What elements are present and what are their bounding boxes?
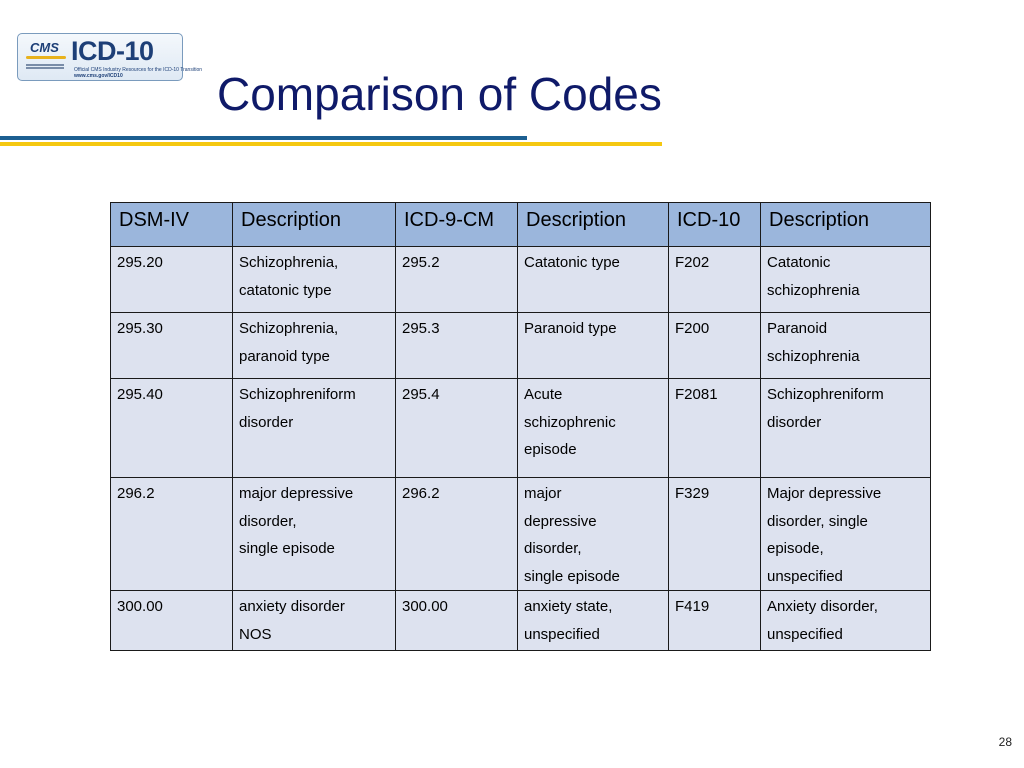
description-line: single episode xyxy=(239,540,335,557)
logo-url: www.cms.gov/ICD10 xyxy=(74,73,123,79)
header-icd9-description: Description xyxy=(517,202,669,247)
header-dsm-description: Description xyxy=(232,202,396,247)
table-header-row: DSM-IV Description ICD-9-CM Description … xyxy=(110,202,931,247)
description-line: paranoid type xyxy=(239,347,330,365)
table-row: 300.00 anxiety disorder NOS 300.00 anxiet… xyxy=(110,590,931,651)
code-comparison-table: DSM-IV Description ICD-9-CM Description … xyxy=(110,202,931,651)
description-line: catatonic type xyxy=(239,281,332,299)
table-row: 295.40 Schizophreniform disorder 295.4 Ac… xyxy=(110,378,931,478)
table-row: 296.2 major depressive disorder, single ep… xyxy=(110,477,931,591)
description-line: disorder, xyxy=(524,540,582,557)
description-line: NOS xyxy=(239,625,272,643)
description-line: unspecified xyxy=(767,625,843,643)
title-rule-blue xyxy=(0,136,527,140)
description-line: Schizophreniform xyxy=(767,386,884,403)
icd10-code-cell: F419 xyxy=(668,590,761,651)
icd9-code-cell: 295.2 xyxy=(395,246,518,313)
dsm-code-cell: 295.40 xyxy=(110,378,233,478)
description-line: Paranoid type xyxy=(524,320,617,337)
description-line: Schizophrenia, xyxy=(239,320,339,337)
description-line: Paranoid xyxy=(767,320,828,337)
title-rule-yellow xyxy=(0,142,662,146)
dsm-description-cell: major depressive disorder, single episode xyxy=(232,477,396,591)
header-dsm-iv: DSM-IV xyxy=(110,202,233,247)
icd10-code-cell: F200 xyxy=(668,312,761,379)
dsm-description-cell: Schizophrenia, paranoid type xyxy=(232,312,396,379)
description-line: schizophrenia xyxy=(767,281,860,299)
icd10-code-cell: F202 xyxy=(668,246,761,313)
icd10-description-cell: Paranoid schizophrenia xyxy=(760,312,931,379)
table-row: 295.20 Schizophrenia, catatonic type 295.… xyxy=(110,246,931,313)
table-row: 295.30 Schizophrenia, paranoid type 295.3… xyxy=(110,312,931,379)
description-line: anxiety disorder xyxy=(239,598,345,615)
description-line: unspecified xyxy=(767,567,843,585)
description-line: major xyxy=(524,485,562,502)
icd9-code-cell: 295.4 xyxy=(395,378,518,478)
description-line: Acute xyxy=(524,386,563,403)
description-line: Schizophreniform xyxy=(239,386,356,403)
description-line: depressive xyxy=(524,512,597,530)
dsm-code-cell: 300.00 xyxy=(110,590,233,651)
header-icd10: ICD-10 xyxy=(668,202,761,247)
icd9-description-cell: major depressive disorder, single episode xyxy=(517,477,669,591)
dsm-description-cell: anxiety disorder NOS xyxy=(232,590,396,651)
icd9-description-cell: Acute schizophrenic episode xyxy=(517,378,669,478)
description-line: episode, xyxy=(767,540,824,557)
description-line: disorder, xyxy=(239,512,297,530)
icd10-description-cell: Schizophreniform disorder xyxy=(760,378,931,478)
slide-title: Comparison of Codes xyxy=(217,68,662,120)
dsm-description-cell: Schizophreniform disorder xyxy=(232,378,396,478)
description-line: major depressive xyxy=(239,485,354,502)
cms-swoosh-icon xyxy=(26,56,66,59)
description-line: episode xyxy=(524,441,577,458)
icd10-description-cell: Anxiety disorder, unspecified xyxy=(760,590,931,651)
header-icd10-description: Description xyxy=(760,202,931,247)
dsm-description-cell: Schizophrenia, catatonic type xyxy=(232,246,396,313)
description-line: schizophrenia xyxy=(767,347,860,365)
header-icd9-cm: ICD-9-CM xyxy=(395,202,518,247)
icd9-code-cell: 296.2 xyxy=(395,477,518,591)
icd10-code-cell: F329 xyxy=(668,477,761,591)
description-line: Catatonic type xyxy=(524,254,620,271)
description-line: anxiety state, xyxy=(524,598,613,615)
icd9-description-cell: Catatonic type xyxy=(517,246,669,313)
icd10-description-cell: Catatonic schizophrenia xyxy=(760,246,931,313)
dsm-code-cell: 295.30 xyxy=(110,312,233,379)
logo-tagline: Official CMS Industry Resources for the … xyxy=(74,67,203,73)
description-line: unspecified xyxy=(524,625,600,643)
icd9-description-cell: Paranoid type xyxy=(517,312,669,379)
icd9-code-cell: 295.3 xyxy=(395,312,518,379)
cms-subtext-lines xyxy=(26,64,64,70)
cms-logo-text: CMS xyxy=(30,40,59,55)
description-line: schizophrenic xyxy=(524,413,616,431)
page-number: 28 xyxy=(998,735,1012,749)
description-line: disorder xyxy=(767,413,822,431)
description-line: Catatonic xyxy=(767,254,831,271)
icd9-code-cell: 300.00 xyxy=(395,590,518,651)
description-line: disorder xyxy=(239,413,294,431)
description-line: Anxiety disorder, xyxy=(767,598,878,615)
icd10-logo: CMS ICD-10 Official CMS Industry Resourc… xyxy=(17,33,202,81)
dsm-code-cell: 295.20 xyxy=(110,246,233,313)
description-line: Schizophrenia, xyxy=(239,254,339,271)
icd10-description-cell: Major depressive disorder, single episode,… xyxy=(760,477,931,591)
description-line: single episode xyxy=(524,567,620,585)
description-line: Major depressive xyxy=(767,485,882,502)
icd10-code-cell: F2081 xyxy=(668,378,761,478)
dsm-code-cell: 296.2 xyxy=(110,477,233,591)
icd9-description-cell: anxiety state, unspecified xyxy=(517,590,669,651)
icd10-logo-text: ICD-10 xyxy=(71,36,154,66)
description-line: disorder, single xyxy=(767,512,868,530)
